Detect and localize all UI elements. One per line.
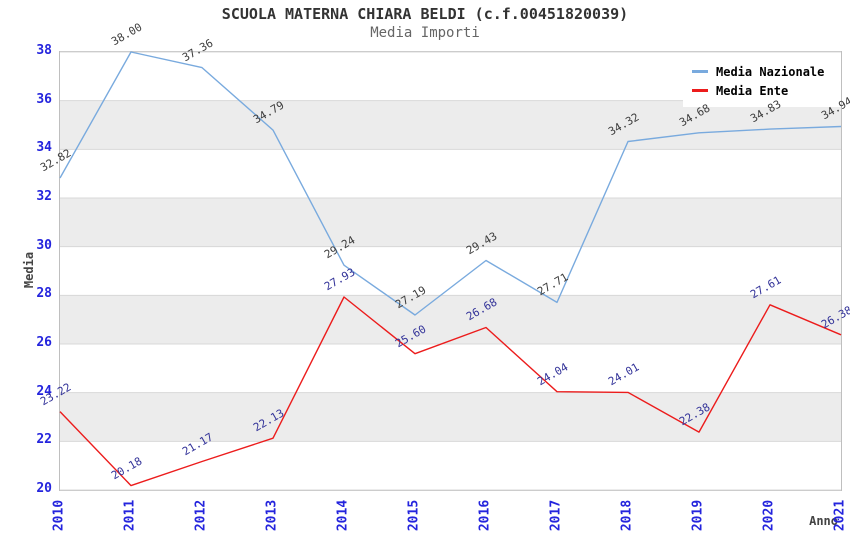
legend-label-media-ente: Media Ente bbox=[716, 83, 789, 98]
legend-item-media-ente: Media Ente bbox=[692, 81, 841, 100]
x-axis-tick-label: 2016 bbox=[477, 499, 493, 532]
legend-item-media-nazionale: Media Nazionale bbox=[692, 62, 841, 81]
x-axis-tick-label: 2018 bbox=[619, 499, 635, 532]
y-axis-tick-label: 24 bbox=[36, 383, 52, 399]
x-axis-tick-label: 2013 bbox=[264, 499, 280, 532]
y-axis-tick-label: 28 bbox=[36, 286, 52, 302]
x-axis-tick-label: 2020 bbox=[761, 499, 777, 532]
y-axis-tick-label: 38 bbox=[36, 43, 52, 58]
x-axis-tick-label: 2019 bbox=[690, 499, 706, 532]
y-axis-tick-label: 34 bbox=[36, 140, 52, 156]
series-line-media-nazionale bbox=[59, 51, 842, 316]
y-axis-tick-label: 20 bbox=[36, 481, 52, 496]
y-axis-tick-label: 36 bbox=[36, 91, 52, 107]
plot-area bbox=[59, 51, 842, 491]
x-axis-tick-label: 2014 bbox=[335, 499, 351, 532]
x-axis-tick-label: 2011 bbox=[122, 499, 138, 532]
legend-line-marker-ente bbox=[692, 89, 708, 92]
y-axis-tick-label: 32 bbox=[36, 189, 52, 204]
plot-svg bbox=[59, 51, 842, 491]
legend-label-media-nazionale: Media Nazionale bbox=[716, 64, 825, 79]
chart-title: SCUOLA MATERNA CHIARA BELDI (c.f.0045182… bbox=[221, 5, 629, 23]
legend: Media Nazionale Media Ente bbox=[683, 55, 841, 107]
legend-line-marker-nazionale bbox=[692, 70, 708, 73]
x-axis-tick-label: 2012 bbox=[193, 499, 209, 532]
x-axis-tick-label: 2015 bbox=[406, 499, 422, 532]
chart-subtitle: Media Importi bbox=[370, 25, 480, 41]
x-axis-tick-label: 2010 bbox=[51, 499, 67, 532]
y-axis-tick-label: 26 bbox=[36, 335, 52, 350]
series-line-media-ente bbox=[59, 296, 842, 487]
x-axis-tick-label: 2021 bbox=[832, 499, 848, 532]
x-axis-title: Anno bbox=[809, 514, 838, 528]
x-axis-tick-label: 2017 bbox=[548, 499, 564, 532]
y-axis-tick-label: 22 bbox=[36, 432, 52, 448]
y-axis-tick-label: 30 bbox=[36, 237, 52, 253]
